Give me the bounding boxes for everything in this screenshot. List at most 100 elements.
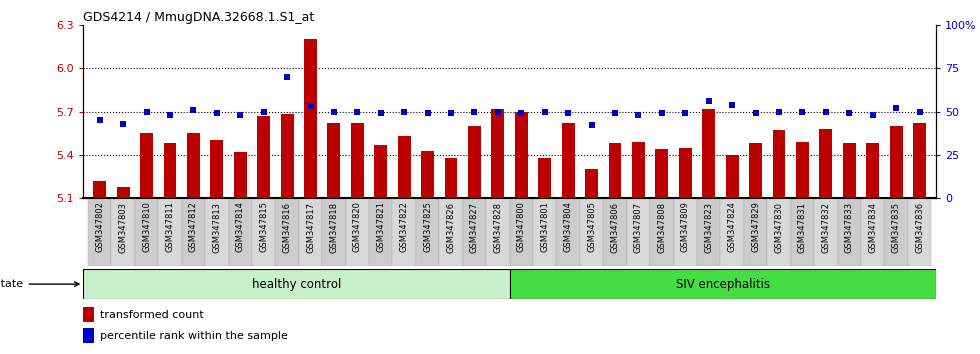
Bar [609, 143, 621, 198]
Text: GSM347811: GSM347811 [166, 202, 174, 252]
Text: GSM347810: GSM347810 [142, 202, 151, 252]
Bar [557, 198, 580, 266]
Bar [93, 181, 106, 198]
Bar [181, 198, 205, 266]
Point [584, 122, 600, 128]
Point [654, 110, 669, 116]
Bar [514, 112, 528, 198]
Bar [491, 109, 505, 198]
Bar [913, 123, 926, 198]
Text: GSM347818: GSM347818 [329, 202, 338, 253]
Point [842, 110, 858, 116]
Text: GSM347807: GSM347807 [634, 202, 643, 253]
Text: SIV encephalitis: SIV encephalitis [675, 278, 770, 291]
Point [396, 109, 412, 114]
Bar [439, 198, 463, 266]
Bar [346, 198, 369, 266]
Bar [486, 198, 510, 266]
Text: GSM347800: GSM347800 [516, 202, 526, 252]
Bar [814, 198, 838, 266]
Point [185, 107, 201, 113]
Text: GSM347835: GSM347835 [892, 202, 901, 253]
Point [911, 109, 927, 114]
Point [326, 109, 342, 114]
Text: GDS4214 / MmugDNA.32668.1.S1_at: GDS4214 / MmugDNA.32668.1.S1_at [83, 11, 315, 24]
Bar [117, 187, 129, 198]
Point [303, 103, 318, 109]
Bar [538, 158, 551, 198]
Point [279, 74, 295, 80]
Text: GSM347831: GSM347831 [798, 202, 807, 253]
Bar [83, 269, 510, 299]
Bar [416, 198, 439, 266]
Point [608, 110, 623, 116]
Text: GSM347825: GSM347825 [423, 202, 432, 252]
Bar [884, 198, 907, 266]
Bar [580, 198, 604, 266]
Bar [767, 198, 791, 266]
Bar [838, 198, 861, 266]
Bar [257, 116, 270, 198]
Text: GSM347803: GSM347803 [119, 202, 127, 253]
Bar [656, 149, 668, 198]
Bar [510, 269, 936, 299]
Point [677, 110, 693, 116]
Bar [83, 307, 94, 322]
Point [701, 98, 716, 104]
Point [771, 109, 787, 114]
Bar [463, 198, 486, 266]
Point [116, 121, 131, 126]
Text: GSM347829: GSM347829 [751, 202, 760, 252]
Bar [725, 155, 739, 198]
Text: GSM347805: GSM347805 [587, 202, 596, 252]
Text: GSM347834: GSM347834 [868, 202, 877, 253]
Text: GSM347813: GSM347813 [213, 202, 221, 253]
Bar [510, 198, 533, 266]
Bar [697, 198, 720, 266]
Text: GSM347832: GSM347832 [821, 202, 830, 253]
Point [466, 109, 482, 114]
Text: GSM347804: GSM347804 [564, 202, 572, 252]
Bar [679, 148, 692, 198]
Bar [140, 133, 153, 198]
Bar [585, 169, 598, 198]
Text: disease state: disease state [0, 279, 79, 289]
Text: GSM347815: GSM347815 [259, 202, 269, 252]
Bar [398, 136, 411, 198]
Text: GSM347821: GSM347821 [376, 202, 385, 252]
Bar [650, 198, 673, 266]
Point [209, 110, 224, 116]
Bar [421, 150, 434, 198]
Bar [205, 198, 228, 266]
Bar [866, 143, 879, 198]
Text: GSM347802: GSM347802 [95, 202, 104, 252]
Bar [374, 145, 387, 198]
Bar [890, 126, 903, 198]
Bar [772, 130, 785, 198]
Bar [627, 198, 650, 266]
Bar [819, 129, 832, 198]
Text: GSM347828: GSM347828 [493, 202, 503, 253]
Bar [135, 198, 158, 266]
Bar [327, 123, 340, 198]
Point [373, 110, 389, 116]
Point [256, 109, 271, 114]
Text: GSM347816: GSM347816 [282, 202, 292, 253]
Point [888, 105, 904, 111]
Point [350, 109, 366, 114]
Bar [562, 123, 574, 198]
Bar [907, 198, 931, 266]
Bar [861, 198, 884, 266]
Point [724, 102, 740, 107]
Point [490, 109, 506, 114]
Point [864, 112, 880, 118]
Point [162, 112, 177, 118]
Text: GSM347808: GSM347808 [658, 202, 666, 253]
Text: GSM347817: GSM347817 [306, 202, 315, 253]
Text: GSM347824: GSM347824 [727, 202, 737, 252]
Point [443, 110, 459, 116]
Bar [252, 198, 275, 266]
Text: healthy control: healthy control [252, 278, 341, 291]
Bar [211, 141, 223, 198]
Bar [744, 198, 767, 266]
